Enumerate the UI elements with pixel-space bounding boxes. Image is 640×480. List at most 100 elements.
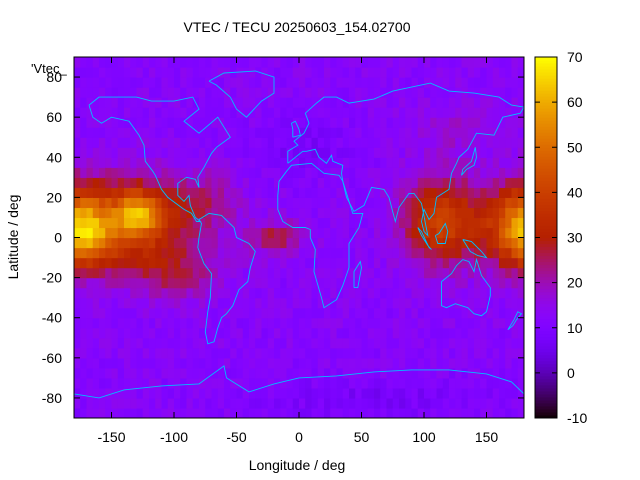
heatmap-cell — [424, 67, 431, 78]
heatmap-cell — [474, 317, 481, 329]
heatmap-cell — [255, 117, 263, 128]
heatmap-cell — [424, 157, 431, 168]
heatmap-cell — [424, 187, 431, 198]
heatmap-cell — [86, 167, 94, 178]
heatmap-cell — [517, 227, 524, 239]
heatmap-cell — [230, 137, 238, 148]
heatmap-cell — [424, 367, 431, 379]
heatmap-cell — [480, 117, 488, 128]
heatmap-cell — [249, 137, 256, 148]
heatmap-cell — [130, 157, 138, 168]
heatmap-cell — [149, 357, 156, 369]
heatmap-cell — [167, 177, 175, 188]
heatmap-cell — [199, 317, 206, 329]
heatmap-cell — [349, 107, 356, 118]
heatmap-cell — [161, 257, 169, 269]
heatmap-cell — [517, 77, 524, 88]
heatmap-cell — [167, 127, 175, 138]
heatmap-cell — [511, 67, 519, 78]
heatmap-cell — [149, 277, 156, 289]
heatmap-cell — [461, 227, 469, 239]
heatmap-cell — [99, 257, 106, 269]
heatmap-cell — [161, 117, 169, 128]
heatmap-cell — [380, 67, 388, 78]
heatmap-cell — [211, 347, 219, 359]
heatmap-cell — [217, 197, 225, 209]
heatmap-cell — [142, 237, 150, 249]
heatmap-cell — [430, 307, 438, 319]
heatmap-cell — [261, 317, 269, 329]
heatmap-cell — [349, 267, 356, 279]
heatmap-cell — [255, 137, 263, 148]
heatmap-cell — [342, 147, 350, 158]
heatmap-cell — [286, 107, 294, 118]
heatmap-cell — [267, 237, 275, 249]
colorbar-step — [535, 180, 557, 184]
colorbar-step — [535, 381, 557, 386]
heatmap-cell — [136, 317, 144, 329]
heatmap-cell — [317, 267, 325, 279]
heatmap-cell — [130, 257, 138, 269]
colorbar-step — [535, 183, 557, 187]
heatmap-cell — [455, 357, 463, 369]
heatmap-cell — [461, 107, 469, 118]
heatmap-cell — [292, 317, 300, 329]
heatmap-cell — [192, 167, 200, 178]
heatmap-cell — [336, 167, 344, 178]
heatmap-cell — [92, 227, 100, 239]
heatmap-cell — [280, 207, 288, 219]
heatmap-cell — [311, 237, 319, 249]
heatmap-cell — [449, 397, 456, 409]
heatmap-cell — [174, 177, 181, 188]
heatmap-cell — [305, 227, 313, 239]
heatmap-cell — [361, 267, 369, 279]
y-tick-label: 60 — [46, 109, 62, 125]
heatmap-cell — [111, 307, 119, 319]
heatmap-cell — [267, 157, 275, 168]
heatmap-cell — [99, 157, 106, 168]
heatmap-cell — [205, 137, 213, 148]
heatmap-cell — [367, 67, 375, 78]
heatmap-cell — [517, 87, 524, 98]
heatmap-cell — [180, 87, 188, 98]
heatmap-cell — [230, 387, 238, 399]
heatmap-cell — [86, 87, 94, 98]
heatmap-cell — [442, 357, 450, 369]
heatmap-cell — [374, 267, 381, 279]
heatmap-cell — [199, 187, 206, 198]
heatmap-cell — [155, 227, 163, 239]
heatmap-cell — [399, 367, 406, 379]
colorbar-step — [535, 312, 557, 317]
heatmap-cell — [255, 207, 263, 219]
heatmap-cell — [442, 157, 450, 168]
heatmap-cell — [342, 297, 350, 309]
heatmap-cell — [517, 257, 524, 269]
heatmap-cell — [480, 327, 488, 339]
heatmap-cell — [74, 127, 81, 138]
heatmap-cell — [349, 287, 356, 299]
heatmap-cell — [374, 377, 381, 389]
heatmap-cell — [455, 317, 463, 329]
heatmap-cell — [436, 387, 444, 399]
heatmap-cell — [317, 97, 325, 108]
heatmap-cell — [155, 257, 163, 269]
heatmap-cell — [217, 67, 225, 78]
heatmap-cell — [480, 227, 488, 239]
heatmap-cell — [130, 297, 138, 309]
heatmap-cell — [436, 197, 444, 209]
heatmap-cell — [405, 97, 413, 108]
heatmap-cell — [92, 297, 100, 309]
heatmap-cell — [186, 97, 194, 108]
heatmap-cell — [436, 57, 444, 68]
heatmap-cell — [417, 177, 425, 188]
heatmap-cell — [392, 57, 400, 68]
colorbar-step — [535, 300, 557, 305]
heatmap-cell — [161, 297, 169, 309]
heatmap-cell — [117, 237, 125, 249]
heatmap-cell — [99, 247, 106, 259]
heatmap-cell — [474, 307, 481, 319]
heatmap-cell — [436, 67, 444, 78]
heatmap-cell — [317, 407, 325, 418]
heatmap-cell — [386, 77, 394, 88]
heatmap-cell — [192, 187, 200, 198]
